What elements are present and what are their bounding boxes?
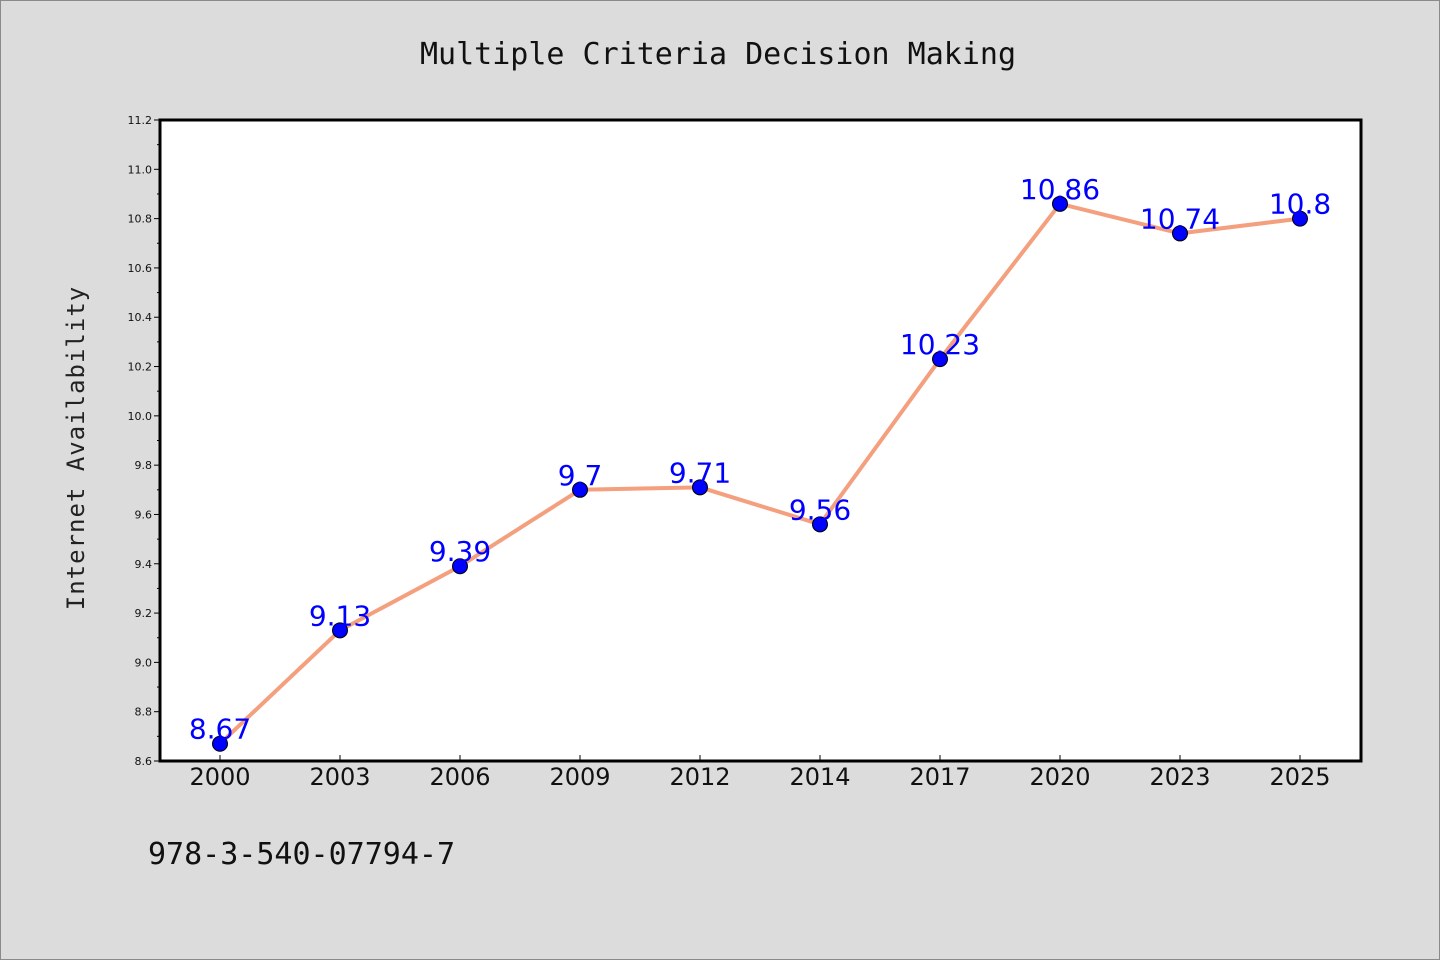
isbn-text: 978-3-540-07794-7 — [148, 837, 455, 872]
data-point-marker — [692, 479, 708, 496]
y-tick-label: 10.6 — [128, 262, 153, 275]
x-tick-label: 2023 — [1149, 763, 1210, 791]
x-axis-ticks: 2000 2003 2006 2009 2012 2014 2017 2020 2023 2025 — [189, 755, 1331, 791]
series-line — [218, 201, 1302, 746]
data-value-label: 9.39 — [429, 535, 491, 568]
data-point-marker — [212, 735, 228, 752]
y-tick-label: 9.8 — [135, 459, 153, 472]
data-value-label: 9.13 — [309, 599, 371, 632]
y-axis-label: Internet Availability — [62, 286, 90, 610]
y-tick-label: 9.0 — [135, 656, 153, 669]
data-point-marker — [452, 558, 468, 575]
data-markers — [212, 195, 1308, 752]
x-tick-label: 2006 — [429, 763, 490, 791]
data-point-marker — [1292, 210, 1308, 227]
chart-title: Multiple Criteria Decision Making — [420, 37, 1016, 72]
data-point-marker — [1052, 195, 1068, 212]
x-tick-label: 2000 — [189, 763, 250, 791]
data-value-label: 9.56 — [789, 493, 851, 526]
data-point-marker — [1172, 225, 1188, 242]
x-tick-label: 2020 — [1029, 763, 1090, 791]
data-point-marker — [812, 516, 828, 533]
y-tick-label: 9.6 — [135, 508, 153, 521]
y-tick-label: 10.8 — [128, 213, 153, 226]
y-tick-label: 10.4 — [128, 311, 153, 324]
data-value-label: 10.86 — [1020, 173, 1100, 206]
x-tick-label: 2012 — [669, 763, 730, 791]
y-tick-label: 10.2 — [128, 361, 153, 374]
x-tick-label: 2017 — [909, 763, 970, 791]
y-axis-ticks: 8.6 8.8 9.0 9.2 9.4 9.6 9.8 10.0 10.2 10.4 10.6 10.… — [128, 114, 160, 768]
y-tick-label: 11.2 — [128, 114, 153, 127]
data-labels: 8.67 9.13 9.39 9.7 9.71 9.56 10.23 10.86 10.74 10… — [189, 173, 1331, 746]
data-point-marker — [332, 622, 348, 639]
data-value-label: 9.7 — [558, 459, 603, 492]
y-tick-label: 8.8 — [135, 706, 153, 719]
data-value-label: 10.23 — [900, 328, 980, 361]
y-tick-label: 10.0 — [128, 410, 153, 423]
data-point-marker — [932, 351, 948, 368]
data-point-marker — [572, 481, 588, 498]
x-tick-label: 2025 — [1269, 763, 1330, 791]
y-tick-label: 11.0 — [128, 163, 153, 176]
data-value-label: 10.74 — [1140, 202, 1220, 235]
data-value-label: 9.71 — [669, 456, 731, 489]
x-tick-label: 2009 — [549, 763, 610, 791]
data-value-label: 8.67 — [189, 713, 251, 746]
x-tick-label: 2003 — [309, 763, 370, 791]
x-tick-label: 2014 — [789, 763, 850, 791]
y-tick-label: 9.4 — [135, 558, 153, 571]
y-tick-label: 9.2 — [135, 607, 153, 620]
data-value-label: 10.8 — [1269, 188, 1331, 221]
series-line-group — [218, 201, 1302, 746]
y-tick-label: 8.6 — [135, 755, 153, 768]
